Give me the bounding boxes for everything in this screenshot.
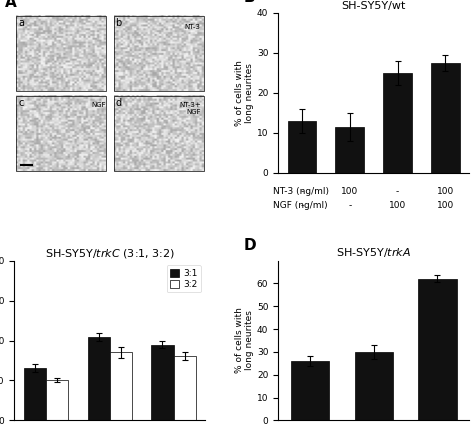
Text: a: a	[18, 18, 24, 27]
Text: D: D	[244, 238, 256, 253]
Bar	[291, 361, 329, 420]
Text: 100: 100	[437, 187, 454, 196]
Bar	[16, 16, 106, 91]
Text: -: -	[348, 202, 351, 211]
Text: c: c	[18, 97, 23, 108]
Legend: 3:1, 3:2: 3:1, 3:2	[167, 265, 201, 293]
Text: NGF: NGF	[91, 103, 106, 109]
Bar	[110, 353, 132, 420]
Title: SH-SY5Y/$\mathit{trkC}$ (3:1, 3:2): SH-SY5Y/$\mathit{trkC}$ (3:1, 3:2)	[45, 247, 175, 260]
Bar	[16, 96, 106, 171]
Bar	[288, 121, 316, 173]
Bar	[114, 16, 203, 91]
Text: d: d	[116, 97, 122, 108]
Bar	[173, 356, 196, 420]
Bar	[431, 63, 460, 173]
Title: SH-SY5Y/wt: SH-SY5Y/wt	[341, 1, 406, 11]
Bar	[383, 73, 412, 173]
Y-axis label: % of cells with
long neurites: % of cells with long neurites	[235, 308, 254, 374]
Bar	[355, 352, 393, 420]
Bar	[24, 369, 46, 420]
Bar	[88, 336, 110, 420]
Text: NGF (ng/ml): NGF (ng/ml)	[273, 202, 328, 211]
Text: 100: 100	[437, 202, 454, 211]
Text: A: A	[5, 0, 17, 10]
Text: NT-3+
NGF: NT-3+ NGF	[179, 103, 201, 115]
Bar	[151, 344, 173, 420]
Y-axis label: % of cells with
long neurites: % of cells with long neurites	[235, 60, 254, 126]
Text: -: -	[301, 202, 303, 211]
Text: NT-3 (ng/ml): NT-3 (ng/ml)	[273, 187, 329, 196]
Text: B: B	[244, 0, 255, 5]
Bar	[46, 381, 68, 420]
Text: b: b	[116, 18, 122, 27]
Bar	[418, 279, 456, 420]
Bar	[114, 96, 203, 171]
Text: NT-3: NT-3	[185, 24, 201, 30]
Title: SH-SY5Y/$\mathit{trkA}$: SH-SY5Y/$\mathit{trkA}$	[336, 246, 411, 260]
Text: 100: 100	[389, 202, 406, 211]
Text: -: -	[396, 187, 399, 196]
Bar	[336, 127, 364, 173]
Text: -: -	[301, 187, 303, 196]
Text: 100: 100	[341, 187, 358, 196]
